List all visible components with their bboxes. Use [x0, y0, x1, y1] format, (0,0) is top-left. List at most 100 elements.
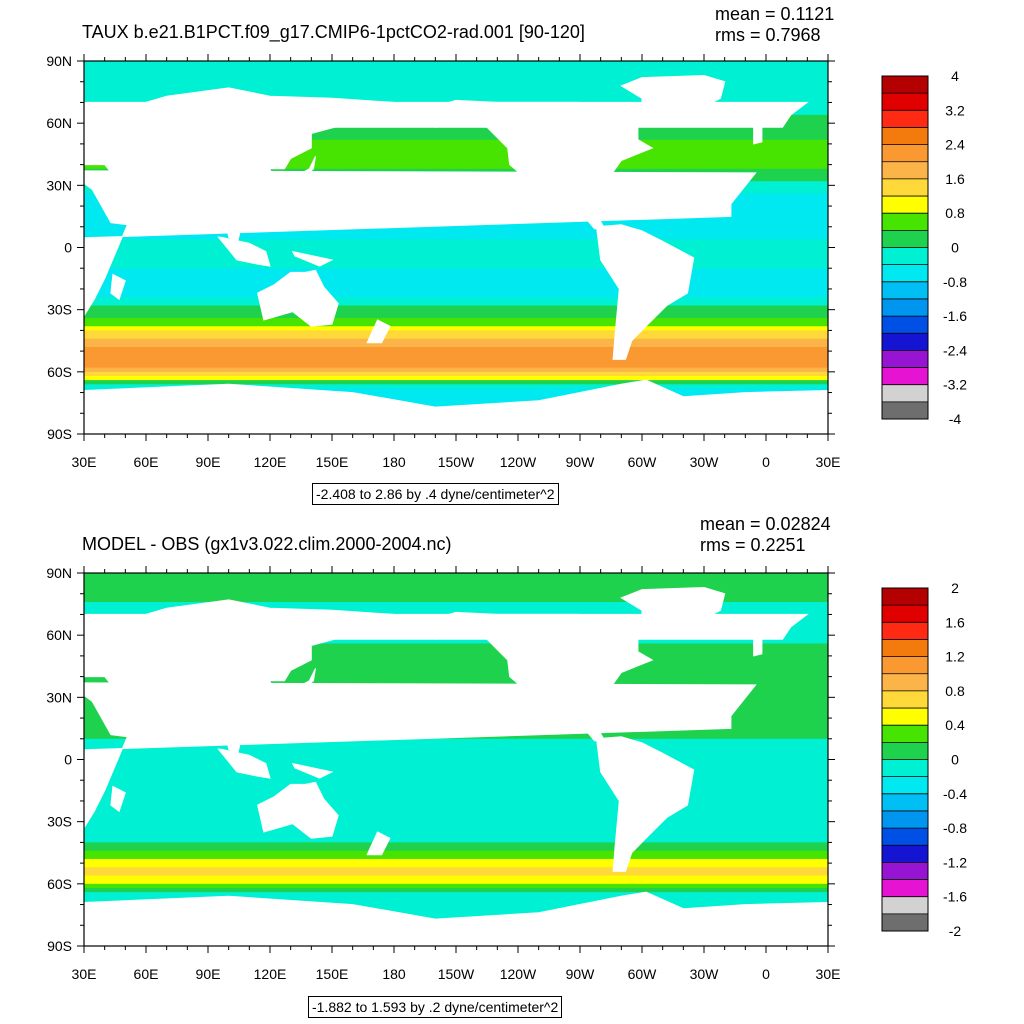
- colorbar-swatch: [882, 673, 928, 692]
- colorbar-label: 3.2: [945, 102, 965, 118]
- field-band: [84, 784, 828, 790]
- colorbar-swatch: [882, 127, 928, 145]
- x-tick-label: 180: [382, 454, 406, 470]
- colorbar-label: -1.2: [943, 854, 967, 870]
- colorbar-swatch: [882, 333, 928, 351]
- field-band: [84, 255, 828, 261]
- x-tick-label: 60W: [628, 966, 658, 982]
- rms-label: rms = 0.7968: [715, 25, 821, 45]
- land-mask: [753, 638, 763, 657]
- colorbar-swatch: [882, 588, 928, 606]
- field-band: [84, 738, 828, 744]
- colorbar-swatch: [882, 384, 928, 403]
- field-band: [84, 821, 828, 827]
- field-band: [84, 651, 828, 657]
- colorbar-label: 2: [951, 580, 959, 596]
- x-tick-label: 90W: [566, 966, 596, 982]
- field-band: [84, 792, 828, 798]
- field-band: [84, 813, 828, 819]
- x-tick-label: 150E: [316, 454, 349, 470]
- field-band: [84, 842, 828, 848]
- field-band: [84, 135, 828, 141]
- field-band: [84, 742, 828, 748]
- field-band: [84, 342, 828, 348]
- field-band: [84, 90, 828, 95]
- colorbar-label: -0.8: [943, 274, 967, 290]
- colorbar-swatch: [882, 776, 928, 795]
- land-mask: [753, 126, 763, 145]
- colorbar-label: 4: [951, 68, 959, 84]
- colorbar-swatch: [882, 690, 928, 709]
- colorbar-swatch: [882, 708, 928, 726]
- colorbar-swatch: [882, 367, 928, 386]
- colorbar-swatch: [882, 196, 928, 214]
- field-band: [84, 892, 828, 897]
- field-band: [84, 94, 828, 99]
- field-band: [84, 912, 828, 918]
- colorbar-swatch: [882, 298, 928, 317]
- field-band: [84, 672, 828, 678]
- field-band: [84, 243, 828, 249]
- colorbar-swatch: [882, 759, 928, 778]
- field-band: [84, 788, 828, 794]
- field-band: [84, 330, 828, 336]
- field-band: [84, 160, 828, 166]
- field-band: [84, 854, 828, 860]
- field-band: [84, 156, 828, 162]
- field-band: [84, 276, 828, 282]
- field-band: [84, 69, 828, 75]
- colorbar-swatch: [882, 247, 928, 266]
- y-tick-label: 30S: [47, 302, 72, 318]
- y-tick-label: 30N: [46, 177, 72, 193]
- field-band: [84, 759, 828, 765]
- field-band: [84, 908, 828, 914]
- colorbar-label: 0.4: [945, 717, 965, 733]
- colorbar-swatch: [882, 810, 928, 829]
- field-band: [84, 573, 828, 578]
- field-band: [84, 380, 828, 385]
- panel-title: MODEL - OBS (gx1v3.022.clim.2000-2004.nc…: [82, 534, 452, 554]
- x-tick-label: 60E: [134, 966, 159, 982]
- colorbar-swatch: [882, 144, 928, 163]
- land-mask: [84, 613, 809, 640]
- land-mask: [84, 101, 809, 128]
- field-band: [84, 81, 828, 87]
- field-band: [84, 143, 828, 149]
- field-band: [84, 351, 828, 356]
- field-band: [84, 301, 828, 307]
- y-tick-label: 90S: [47, 938, 72, 954]
- field-band: [84, 384, 828, 390]
- field-band: [84, 825, 828, 831]
- colorbar-label: -3.2: [943, 377, 967, 393]
- x-tick-label: 150W: [438, 454, 475, 470]
- colorbar-swatch: [882, 793, 928, 812]
- field-band: [84, 392, 828, 398]
- field-band: [84, 800, 828, 806]
- colorbar-label: -4: [949, 411, 962, 427]
- land-mask: [595, 224, 695, 360]
- land-mask: [366, 319, 391, 344]
- field-band: [84, 152, 828, 157]
- field-band: [84, 904, 828, 910]
- field-band: [84, 664, 828, 669]
- colorbar-label: -0.8: [943, 820, 967, 836]
- land-mask: [595, 736, 695, 872]
- field-band: [84, 309, 828, 315]
- rms-label: rms = 0.2251: [700, 535, 806, 555]
- y-tick-label: 60S: [47, 876, 72, 892]
- field-band: [84, 61, 828, 66]
- colorbar-swatch: [882, 161, 928, 180]
- land-mask: [257, 781, 339, 839]
- field-band: [84, 247, 828, 253]
- field-band: [84, 780, 828, 785]
- mean-label: mean = 0.1121: [715, 4, 835, 24]
- colorbar-swatch: [882, 742, 928, 760]
- land-mask: [366, 831, 391, 856]
- x-tick-label: 120E: [254, 966, 287, 982]
- field-band: [84, 375, 828, 381]
- colorbar-label: 0: [951, 752, 959, 768]
- y-tick-label: 90S: [47, 426, 72, 442]
- field-band: [84, 896, 828, 902]
- land-mask: [110, 273, 126, 301]
- colorbar-swatch: [882, 350, 928, 368]
